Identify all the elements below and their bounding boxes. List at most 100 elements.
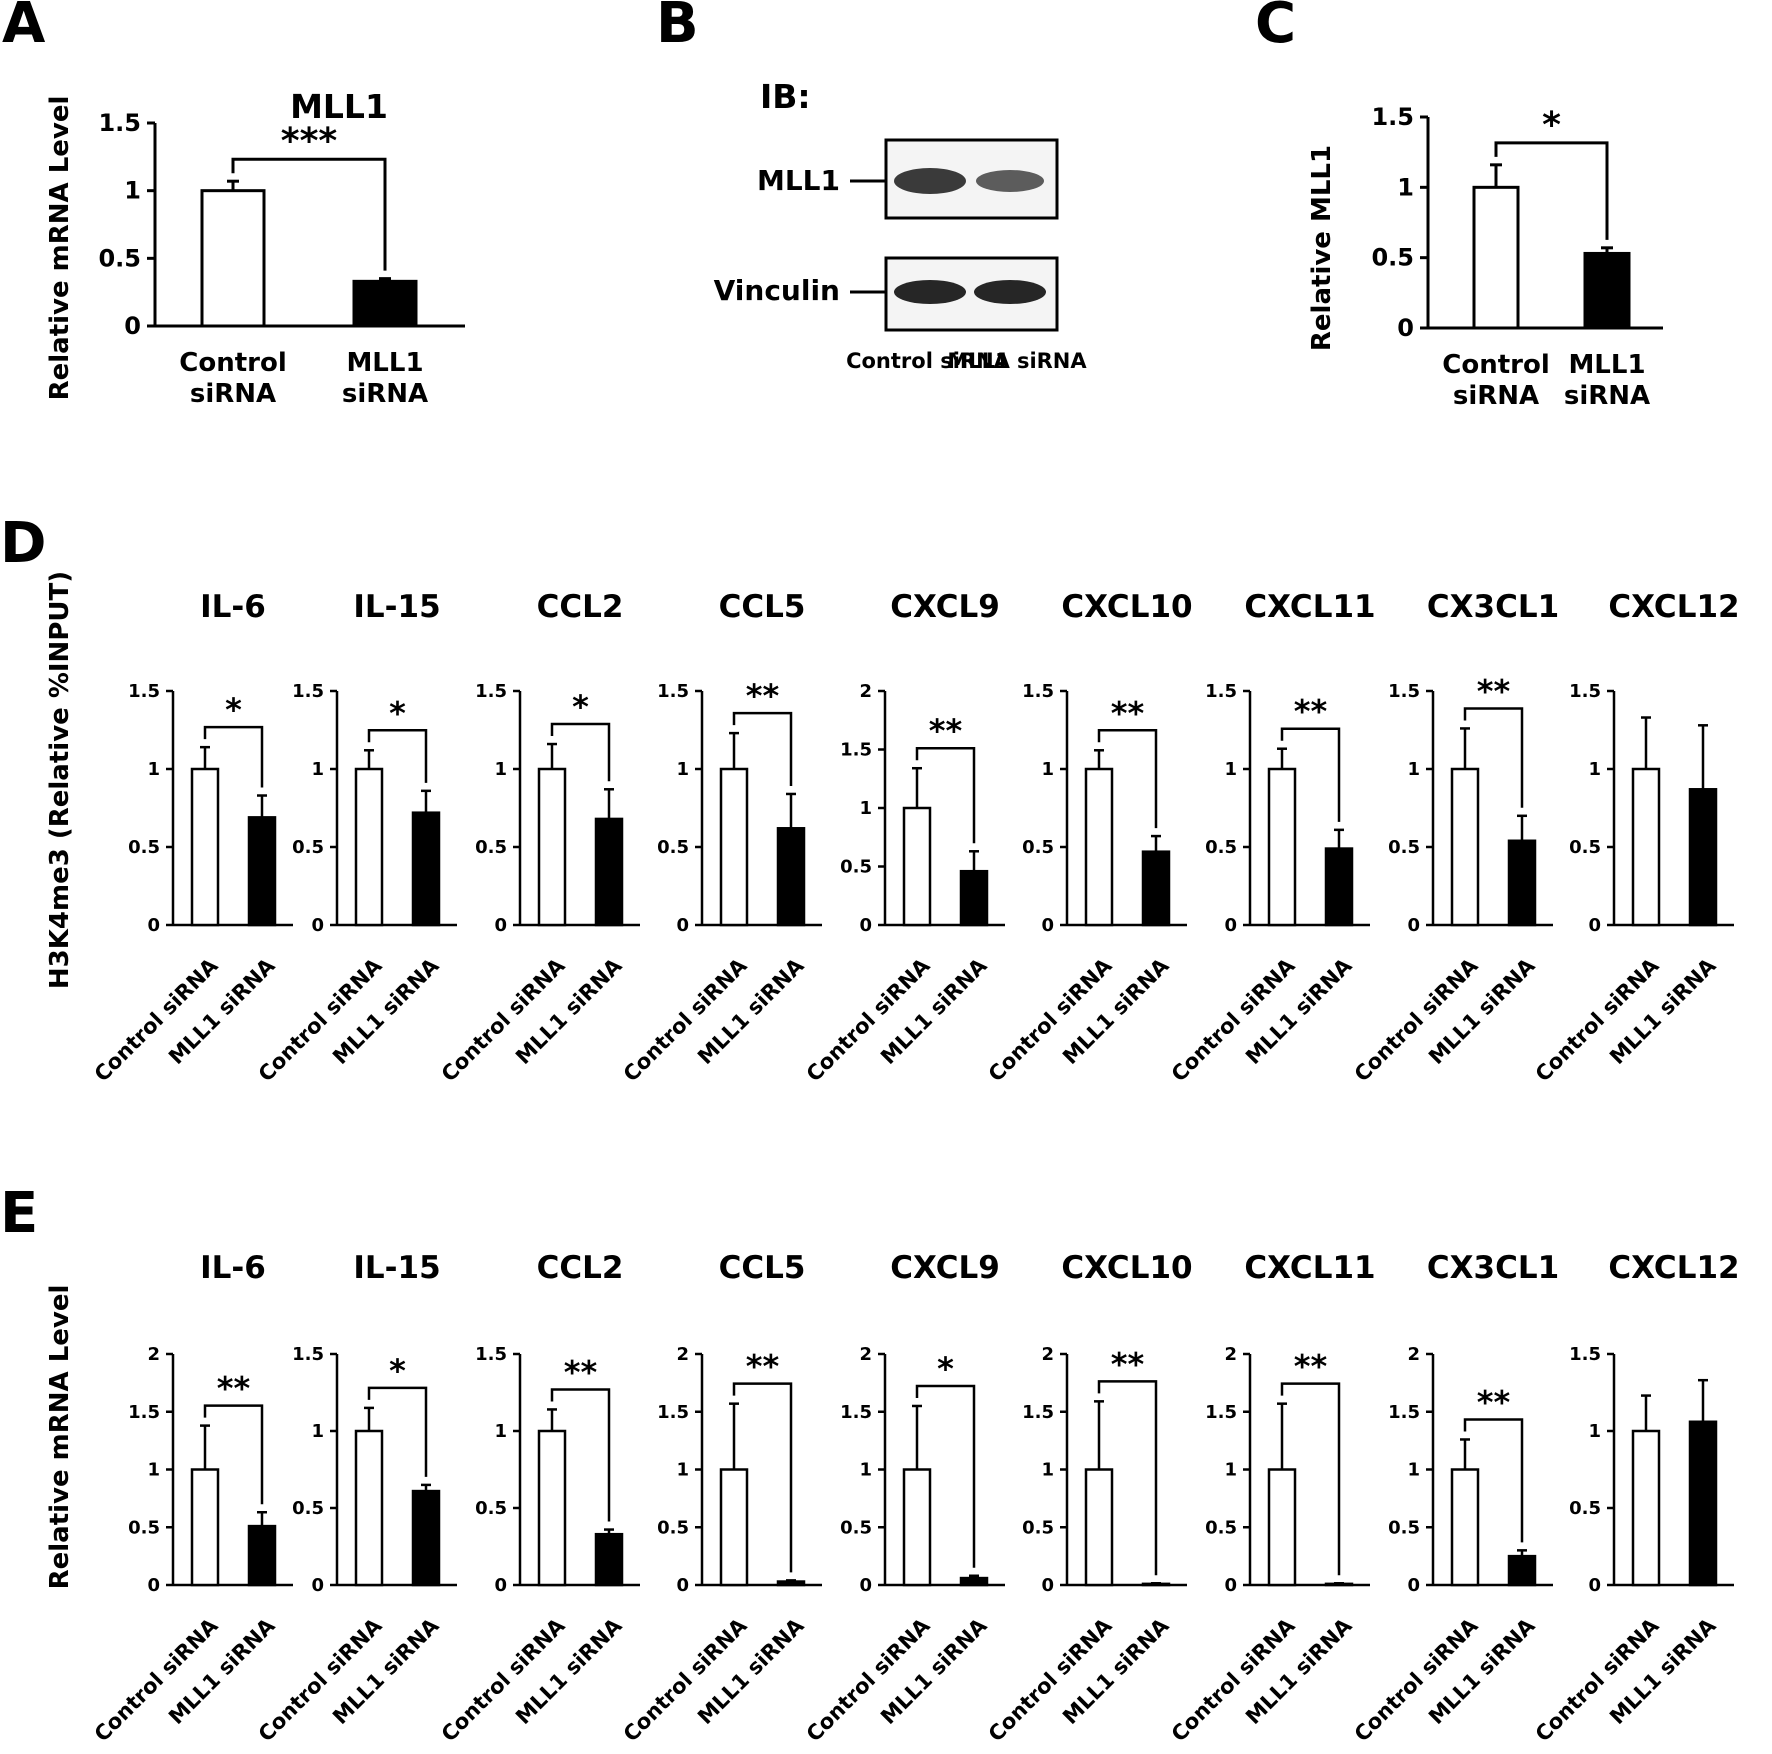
panel-a-ytick-label-2: 1	[124, 177, 141, 205]
panel-e-il-6-ytick-label-3: 1.5	[128, 1402, 160, 1423]
panel-e-cx3cl1-ytick-label-4: 2	[1407, 1344, 1420, 1365]
panel-e-ccl5-ytick-label-4: 2	[676, 1344, 689, 1365]
panel-e-ccl5-bar-1	[776, 1580, 806, 1587]
panel-e-cx3cl1-bar-0	[1450, 1468, 1480, 1587]
panel-e-cxcl9-title: CXCL9	[890, 1250, 1000, 1286]
panel-e-ccl5-ytick-label-1: 0.5	[657, 1517, 689, 1538]
panel-e-cxcl11-ytick-label-0: 0	[1224, 1575, 1237, 1596]
panel-d-cxcl11-significance-label: **	[1294, 693, 1328, 731]
panel-d-ccl5-ytick-label-1: 0.5	[657, 837, 689, 858]
panel-e-il-15-bar-0	[354, 1429, 384, 1587]
panel-a-xlabel-0-line-0: Control	[179, 348, 286, 378]
panel-a-bar-1	[352, 279, 418, 328]
panel-letter-b: B	[656, 0, 699, 56]
panel-d-cxcl9-ytick-label-2: 1	[859, 798, 872, 819]
panel-d-ccl5-bar-1	[776, 827, 806, 927]
panel-c-significance-label: *	[1542, 105, 1561, 146]
panel-e-cxcl9-significance-bracket	[915, 1384, 976, 1568]
panel-d-il-6-ytick-label-2: 1	[147, 759, 160, 780]
panel-a-ytick-label-3: 1.5	[98, 109, 141, 137]
panel-d-ccl2-title: CCL2	[537, 589, 624, 625]
panel-d-cx3cl1-title: CX3CL1	[1427, 589, 1559, 625]
panel-e-il-15-ytick-label-0: 0	[311, 1575, 324, 1596]
panel-e-cxcl9-bar-0	[902, 1468, 932, 1587]
panel-d-ccl2-bar-0	[537, 767, 567, 927]
panel-d-cxcl12-ytick-label-1: 0.5	[1569, 837, 1601, 858]
blot-row-label-vinculin: Vinculin	[714, 274, 840, 307]
panel-d-cxcl10-ytick-label-0: 0	[1041, 915, 1054, 936]
panel-e-cxcl12-ytick-label-0: 0	[1588, 1575, 1601, 1596]
panel-e-cxcl12-ytick-label-3: 1.5	[1569, 1344, 1601, 1365]
panel-a-xlabel-1-line-0: MLL1	[346, 348, 423, 378]
panel-e-cxcl11-ytick-label-3: 1.5	[1205, 1402, 1237, 1423]
panel-d-cxcl10-bar-1	[1141, 850, 1171, 927]
panel-d-ccl5-ytick-label-0: 0	[676, 915, 689, 936]
panel-e-ccl2-title: CCL2	[537, 1250, 624, 1286]
panel-e-cxcl11-ytick-label-1: 0.5	[1205, 1517, 1237, 1538]
blot-lane-label-control: Control siRNA	[846, 349, 1011, 373]
panel-e-cx3cl1-significance-label: **	[1477, 1383, 1511, 1421]
panel-e-cxcl11-significance-bracket	[1280, 1382, 1341, 1576]
panel-e-il-15-ytick-label-1: 0.5	[292, 1498, 324, 1519]
panel-e-ccl5-ytick-label-3: 1.5	[657, 1402, 689, 1423]
panel-d-cx3cl1-significance-label: **	[1477, 672, 1511, 710]
panel-d-cxcl10-ytick-label-1: 0.5	[1022, 837, 1054, 858]
panel-e-ccl2-significance-bracket	[550, 1388, 611, 1522]
panel-d-cxcl9-ytick-label-0: 0	[859, 915, 872, 936]
panel-e-cx3cl1-title: CX3CL1	[1427, 1250, 1559, 1286]
panel-e-il-6-ytick-label-4: 2	[147, 1344, 160, 1365]
panel-c-xlabel-0-line-1: siRNA	[1453, 381, 1539, 411]
panel-d-cxcl10-significance-bracket	[1097, 729, 1158, 829]
panel-d-il-6-bar-1	[247, 816, 277, 927]
panel-d-cxcl12-title: CXCL12	[1608, 589, 1739, 625]
panel-d-ccl2-ytick-label-1: 0.5	[475, 837, 507, 858]
panel-e-il-6-bar-0	[190, 1468, 220, 1587]
panel-e-cx3cl1-bar-1	[1507, 1554, 1537, 1587]
panel-e-il-6-significance-bracket	[203, 1404, 264, 1505]
panel-d-cx3cl1-ytick-label-1: 0.5	[1388, 837, 1420, 858]
panel-e-cxcl9-ytick-label-3: 1.5	[840, 1402, 872, 1423]
panel-d-il-15-bar-0	[354, 767, 384, 927]
panel-d-il-15-ytick-label-0: 0	[311, 915, 324, 936]
panel-d-cxcl11-title: CXCL11	[1244, 589, 1375, 625]
panel-e-cxcl9-ytick-label-2: 1	[859, 1460, 872, 1481]
panel-a-xlabel-1-line-1: siRNA	[342, 379, 428, 409]
panel-e-cxcl12-bar-0	[1631, 1429, 1661, 1587]
panel-d-cx3cl1-significance-bracket	[1463, 707, 1524, 808]
panel-e-cxcl12-bar-1	[1688, 1420, 1718, 1587]
panel-e-cx3cl1-ytick-label-3: 1.5	[1388, 1402, 1420, 1423]
panel-d-ylabel: H3K4me3 (Relative %INPUT)	[45, 571, 75, 989]
panel-e-il-15-title: IL-15	[353, 1250, 440, 1286]
panel-d-cx3cl1-ytick-label-3: 1.5	[1388, 681, 1420, 702]
panel-d-cxcl12-ytick-label-3: 1.5	[1569, 681, 1601, 702]
panel-d-cxcl10-ytick-label-2: 1	[1041, 759, 1054, 780]
panel-d-il-15-bar-1	[411, 811, 441, 927]
panel-d-cxcl10-title: CXCL10	[1061, 589, 1192, 625]
panel-e-il-15-bar-1	[411, 1489, 441, 1587]
panel-c-ytick-label-2: 1	[1397, 173, 1414, 201]
panel-d-cxcl11-bar-0	[1267, 767, 1297, 927]
panel-d-ccl5-significance-label: **	[746, 677, 780, 715]
panel-c-ytick-label-3: 1.5	[1371, 103, 1414, 131]
panel-d-cxcl11-significance-bracket	[1280, 727, 1341, 822]
panel-a-ytick-label-1: 0.5	[98, 244, 141, 272]
panel-d-cxcl9-significance-bracket	[915, 746, 976, 844]
panel-d-il-15-significance-label: *	[389, 694, 406, 732]
panel-d-ccl5-ytick-label-3: 1.5	[657, 681, 689, 702]
panel-d-ccl5-ytick-label-2: 1	[676, 759, 689, 780]
panel-e-cxcl9-bar-1	[959, 1576, 989, 1587]
panel-d-cx3cl1-ytick-label-0: 0	[1407, 915, 1420, 936]
panel-d-cxcl10-significance-label: **	[1111, 694, 1145, 732]
panel-e-cxcl12-ytick-label-1: 0.5	[1569, 1498, 1601, 1519]
panel-d-il-6-ytick-label-1: 0.5	[128, 837, 160, 858]
panel-d-cx3cl1-ytick-label-2: 1	[1407, 759, 1420, 780]
blot-row-label-mll1: MLL1	[757, 164, 840, 197]
panel-e-il-6-ytick-label-0: 0	[147, 1575, 160, 1596]
